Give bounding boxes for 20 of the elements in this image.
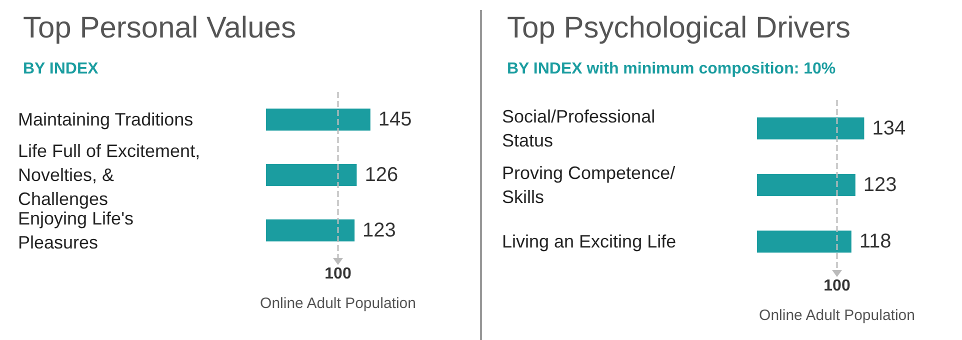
x-axis-title: Online Adult Population [759,307,915,324]
data-label: 126 [364,164,398,186]
ref-line-label: 100 [324,266,352,282]
y-tick-label: Maintaining Traditions [18,110,194,130]
data-label: 123 [863,174,897,196]
data-label: 123 [362,219,396,242]
y-tick-label: Life Full of Excitement, Novelties, & Challenges [18,141,206,209]
chart-subtitle: BY INDEX with minimum composition: 10% [507,60,836,78]
y-tick-label: Living an Exciting Life [502,232,676,252]
text: BY INDEX [23,60,99,78]
x-axis-title: Online Adult Population [260,295,416,312]
ref-line-label: 100 [824,278,850,294]
data-label: 134 [872,117,906,140]
y-tick-label: Proving Competence/Skills [502,163,676,207]
data-label: 145 [378,108,412,131]
chart-title: Top Personal Values [23,12,296,44]
chart-title: Top Psychological Drivers [507,12,850,44]
y-tick-label: Social/Professional Status [502,106,660,150]
y-tick-label: Enjoying Life's Pleasures [18,208,139,252]
data-label: 118 [859,230,892,253]
